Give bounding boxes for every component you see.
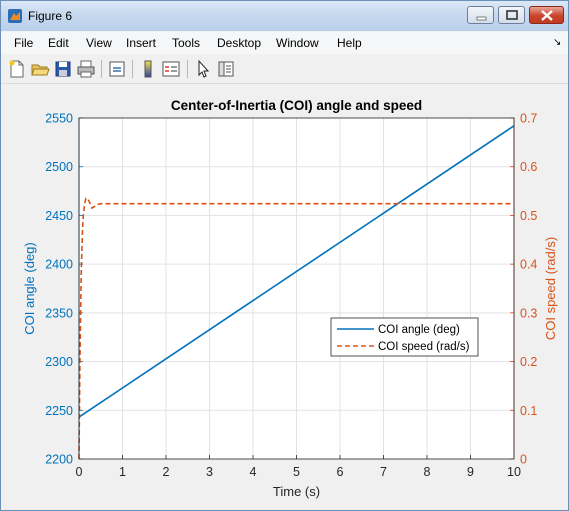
menu-edit[interactable]: Edit (48, 36, 69, 50)
property-editor-icon[interactable] (216, 59, 236, 79)
menu-file[interactable]: File (14, 36, 34, 50)
chart: 0 1 2 3 4 5 6 7 8 9 10 2200 2250 2300 2350 2400 2450 2500… (22, 98, 558, 499)
x-tick-label: 5 (293, 465, 300, 479)
print-icon[interactable] (76, 59, 96, 79)
matlab-logo-icon (8, 9, 22, 23)
right-y-axis-label: COI speed (rad/s) (543, 237, 558, 340)
maximize-button[interactable] (498, 6, 525, 24)
new-figure-icon[interactable] (7, 59, 27, 79)
x-axis-label: Time (s) (273, 484, 320, 499)
x-tick-label: 4 (250, 465, 257, 479)
left-y-tick-label: 2350 (45, 306, 73, 320)
title-bar[interactable]: Figure 6 (1, 1, 568, 31)
figure-canvas: 0 1 2 3 4 5 6 7 8 9 10 2200 2250 2300 2350 2400 2450 2500… (1, 84, 568, 510)
left-y-axis-label: COI angle (deg) (22, 242, 37, 335)
menu-insert[interactable]: Insert (126, 36, 157, 50)
open-icon[interactable] (30, 59, 50, 79)
maximize-icon (506, 10, 518, 20)
right-y-tick-label: 0 (520, 453, 527, 467)
left-y-tick-label: 2200 (45, 453, 73, 467)
x-tick-label: 9 (467, 465, 474, 479)
minimize-button[interactable] (467, 6, 494, 24)
x-tick-label: 0 (76, 465, 83, 479)
right-y-tick-label: 0.4 (520, 258, 537, 272)
legend-box (330, 317, 479, 357)
right-y-tick-label: 0.6 (520, 160, 537, 174)
toolbar-separator (187, 60, 188, 78)
close-button[interactable] (529, 6, 564, 24)
save-icon[interactable] (53, 59, 73, 79)
menu-view[interactable]: View (86, 36, 112, 50)
toolbar-separator (101, 60, 102, 78)
right-y-tick-label: 0.1 (520, 404, 537, 418)
left-y-tick-label: 2250 (45, 404, 73, 418)
x-tick-label: 7 (380, 465, 387, 479)
right-y-tick-label: 0.7 (520, 112, 537, 126)
colorbar-icon[interactable] (138, 59, 158, 79)
minimize-icon (476, 16, 487, 21)
menu-overflow-icon[interactable]: ↘ (553, 37, 562, 48)
left-y-tick-label: 2400 (45, 258, 73, 272)
pointer-icon[interactable] (193, 59, 213, 79)
menu-help[interactable]: Help (337, 36, 362, 50)
close-icon (541, 10, 553, 21)
left-y-tick-label: 2450 (45, 209, 73, 223)
plot-frame (78, 117, 515, 460)
x-tick-label: 3 (206, 465, 213, 479)
toolbar-separator (132, 60, 133, 78)
right-y-tick-label: 0.3 (520, 306, 537, 320)
series-line-2 (78, 197, 514, 460)
left-y-tick-label: 2500 (45, 160, 73, 174)
left-y-tick-label: 2550 (45, 112, 73, 126)
chart-title: Center-of-Inertia (COI) angle and speed (171, 98, 422, 113)
right-y-tick-label: 0.5 (520, 209, 537, 223)
x-tick-label: 2 (163, 465, 170, 479)
menu-window[interactable]: Window (276, 36, 319, 50)
link-icon[interactable] (107, 59, 127, 79)
toolbar (1, 55, 568, 84)
legend-icon[interactable] (161, 59, 181, 79)
series-line-1 (78, 125, 515, 418)
x-tick-label: 8 (424, 465, 431, 479)
window-title: Figure 6 (28, 9, 73, 23)
x-tick-label: 10 (507, 465, 521, 479)
menu-bar: File Edit View Insert Tools Desktop Wind… (1, 32, 568, 54)
left-y-tick-label: 2300 (45, 355, 73, 369)
legend-label-1: COI angle (deg) (378, 324, 460, 336)
menu-desktop[interactable]: Desktop (217, 36, 262, 50)
menu-tools[interactable]: Tools (172, 36, 201, 50)
x-tick-label: 6 (337, 465, 344, 479)
right-y-tick-label: 0.2 (520, 355, 537, 369)
legend[interactable]: COI angle (deg) COI speed (rad/s) (330, 317, 479, 357)
x-tick-label: 1 (119, 465, 126, 479)
legend-label-2: COI speed (rad/s) (378, 341, 470, 353)
